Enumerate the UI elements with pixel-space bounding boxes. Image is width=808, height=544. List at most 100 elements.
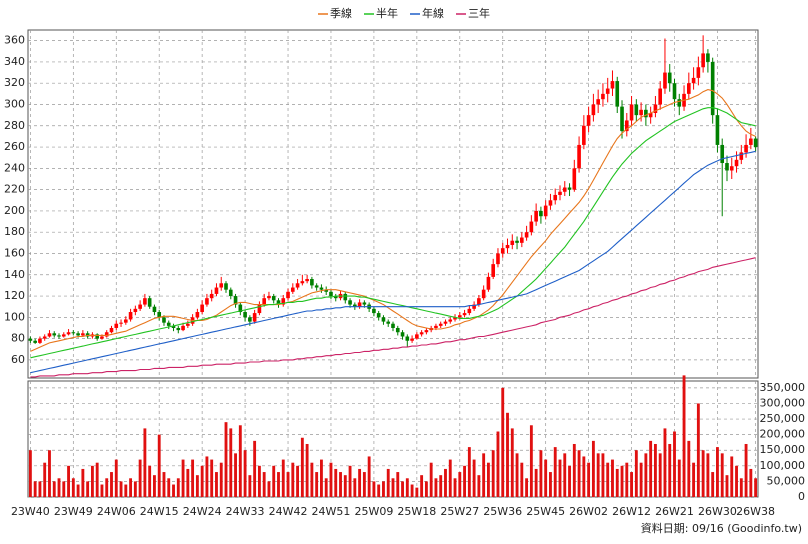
x-tick-label: 25W18: [397, 505, 436, 518]
y-tick-label: 120: [4, 289, 25, 302]
volume-bar: [324, 478, 328, 497]
candle-body: [639, 109, 643, 116]
volume-bar: [420, 475, 424, 497]
volume-bar: [238, 425, 242, 497]
volume-bar: [444, 468, 447, 497]
y-tick-label: 340: [4, 55, 25, 68]
candle-body: [634, 104, 639, 116]
volume-bar: [687, 440, 691, 497]
volume-bar: [582, 456, 586, 497]
candle-body: [66, 332, 71, 335]
x-tick-label: 24W51: [312, 505, 351, 518]
volume-bar: [343, 475, 347, 497]
candle-body: [310, 279, 314, 286]
candle-body: [706, 53, 710, 62]
candle-body: [343, 293, 348, 301]
volume-bar: [401, 481, 404, 497]
volume-bar: [711, 472, 715, 497]
candle-body: [434, 325, 438, 328]
volume-bar: [644, 453, 648, 497]
volume-bar: [525, 478, 529, 497]
volume-bar: [615, 468, 619, 497]
candle-body: [729, 166, 734, 171]
volume-bar: [739, 478, 743, 497]
volume-bar: [186, 468, 190, 497]
candle-body: [271, 296, 276, 301]
y-tick-label: 180: [4, 225, 25, 238]
candle-body: [171, 325, 176, 328]
candle-body: [696, 67, 701, 78]
volume-bar: [191, 459, 195, 497]
volume-bar: [76, 484, 80, 497]
y-tick-label: 160: [4, 246, 25, 259]
ma-line: [30, 107, 756, 359]
volume-bar: [234, 453, 237, 497]
x-tick-label: 24W06: [97, 505, 136, 518]
volume-bar: [486, 462, 490, 497]
volume-bar: [105, 478, 109, 497]
candle-body: [720, 144, 725, 164]
candle-body: [653, 104, 658, 114]
volume-bar: [749, 468, 753, 497]
candle-body: [515, 240, 519, 243]
candle-body: [357, 302, 362, 307]
volume-bar: [358, 468, 362, 497]
candle-body: [405, 336, 410, 341]
candle-body: [677, 99, 682, 107]
y-tick-label: 360: [4, 34, 25, 47]
candle-body: [624, 120, 629, 132]
candle-body: [582, 125, 586, 145]
x-tick-label: 24W33: [226, 505, 265, 518]
candle-body: [438, 323, 443, 326]
candle-body: [524, 232, 529, 238]
candle-body: [114, 323, 119, 328]
candle-body: [372, 308, 376, 314]
volume-bar: [205, 456, 209, 497]
volume-bar: [138, 459, 142, 497]
source-note: 資料日期: 09/16 (Goodinfo.tw): [641, 521, 802, 535]
volume-bar: [110, 472, 113, 497]
volume-bar: [339, 472, 342, 497]
volume-bar: [224, 422, 228, 497]
y-tick-label: 140: [4, 268, 25, 281]
volume-bar: [568, 465, 571, 497]
volume-bar: [377, 484, 381, 497]
candle-body: [739, 152, 744, 160]
candle-body: [262, 298, 266, 305]
volume-bar: [253, 440, 257, 497]
legend-label: 年線: [422, 6, 444, 20]
candle-body: [539, 210, 543, 217]
volume-bar: [143, 428, 147, 497]
candle-body: [448, 319, 453, 322]
volume-bar: [558, 459, 562, 497]
volume-bar: [67, 465, 70, 497]
volume-bar: [176, 478, 180, 497]
volume-bar: [262, 472, 266, 497]
candle-body: [47, 333, 52, 337]
candle-body: [176, 327, 181, 331]
volume-bar: [410, 484, 414, 497]
volume-bar: [286, 472, 290, 497]
candle-body: [143, 298, 147, 305]
candle-body: [290, 287, 295, 292]
volume-bar: [119, 481, 123, 497]
volume-bar: [353, 478, 357, 497]
y-tick-label: 300,000: [760, 396, 806, 409]
volume-bar: [38, 481, 42, 497]
volume-bar: [572, 443, 576, 497]
candle-body: [596, 99, 600, 105]
x-tick-label: 24W24: [183, 505, 222, 518]
candle-body: [228, 289, 233, 297]
x-tick-label: 25W45: [526, 505, 565, 518]
volume-bar: [491, 450, 495, 497]
volume-bar: [716, 447, 719, 497]
candle-body: [400, 332, 405, 337]
volume-bar: [367, 456, 371, 497]
y-tick-label: 150,000: [760, 443, 806, 456]
volume-bar: [434, 478, 438, 497]
candle-body: [100, 336, 104, 339]
volume-bar: [71, 478, 75, 497]
candle-body: [362, 302, 367, 305]
candle-body: [38, 338, 42, 343]
